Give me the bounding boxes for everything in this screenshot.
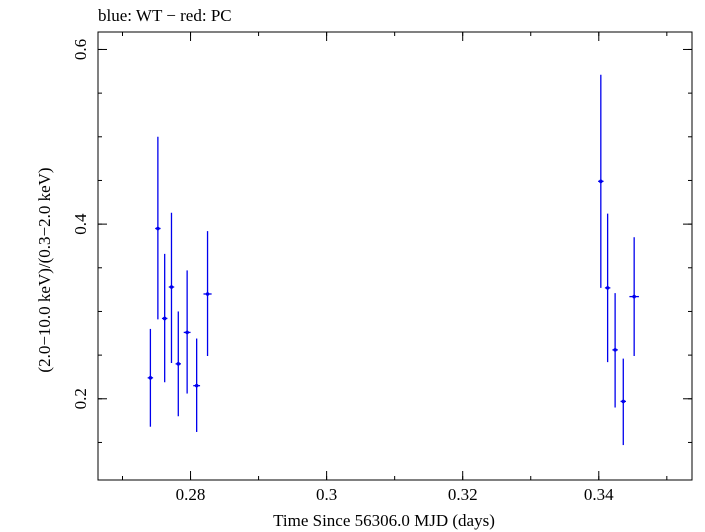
data-point (620, 358, 626, 446)
x-tick-label: 0.34 (584, 485, 614, 504)
data-point (175, 311, 182, 417)
point-marker (169, 285, 174, 289)
data-point (161, 253, 168, 383)
x-axis: 0.28 0.3 0.32 0.34 (121, 32, 668, 504)
point-marker (176, 362, 181, 366)
point-marker (148, 376, 153, 380)
data-point (203, 231, 212, 356)
data-point (155, 136, 161, 320)
y-tick-label: 0.4 (71, 213, 90, 235)
point-marker (599, 179, 603, 184)
x-axis-label: Time Since 56306.0 MJD (days) (273, 511, 495, 530)
data-point (598, 74, 604, 288)
point-marker (162, 316, 167, 321)
point-marker (156, 226, 160, 231)
data-point (629, 237, 639, 356)
data-point (183, 270, 191, 394)
point-marker (205, 292, 210, 296)
y-tick-label: 0.2 (71, 388, 90, 409)
point-marker (621, 399, 626, 404)
x-tick-label: 0.28 (176, 485, 206, 504)
chart-title: blue: WT − red: PC (98, 6, 232, 25)
data-point (612, 293, 618, 408)
data-point (168, 212, 175, 363)
plot-frame (97, 31, 693, 481)
point-marker (632, 294, 636, 299)
data-point (147, 328, 154, 427)
point-marker (185, 330, 189, 335)
data-series (147, 74, 639, 446)
point-marker (605, 286, 610, 290)
y-tick-label: 0.6 (71, 39, 90, 60)
x-tick-label: 0.3 (316, 485, 337, 504)
point-marker (613, 348, 617, 352)
x-tick-label: 0.32 (448, 485, 478, 504)
y-axis: 0.2 0.4 0.6 (71, 39, 692, 443)
y-axis-label: (2.0−10.0 keV)/(0.3−2.0 keV) (35, 167, 54, 372)
data-point (604, 213, 611, 363)
data-point (193, 338, 201, 432)
point-marker (194, 383, 199, 388)
